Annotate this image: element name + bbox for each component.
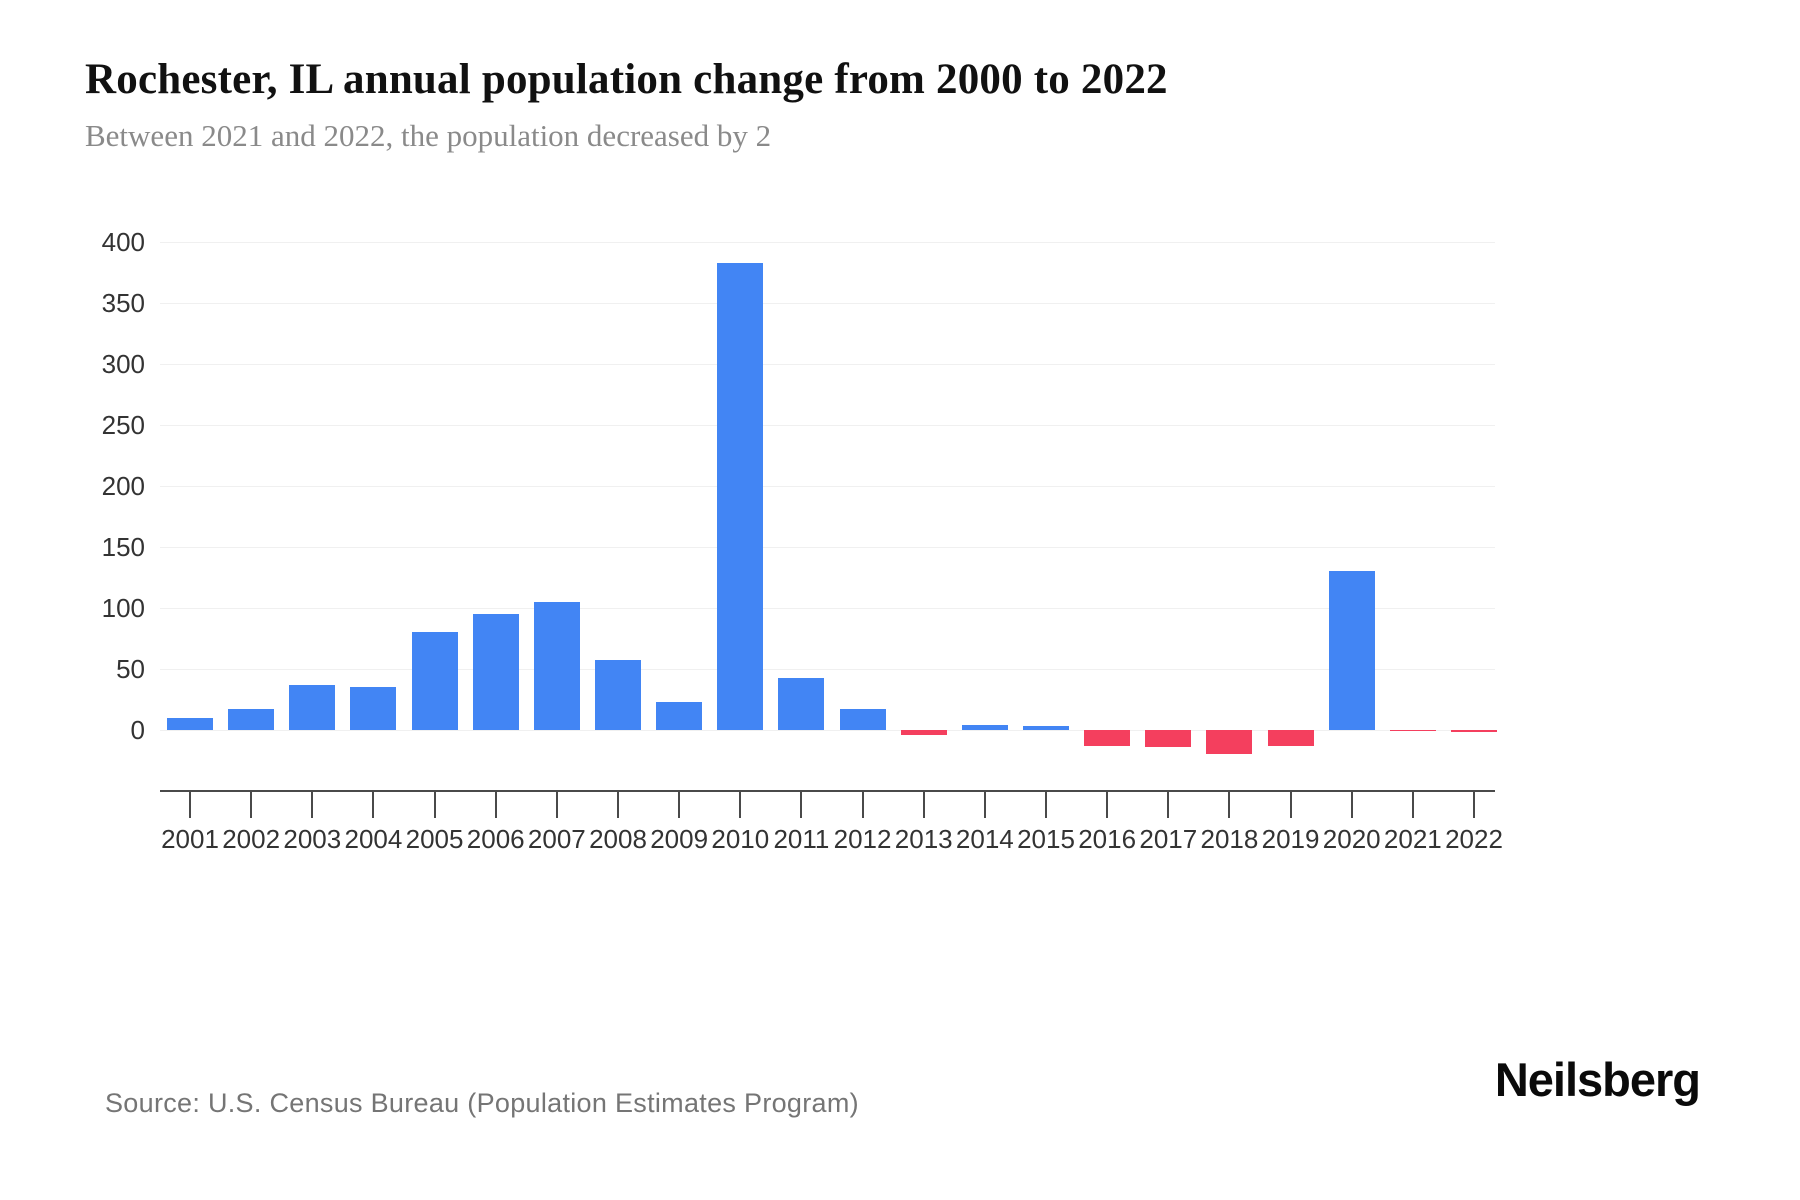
gridline-0 — [160, 730, 1495, 731]
bar-chart-plot-area: 0 50 100 150 200 250 300 350 400 2001 2002 2003 2004… — [101, 227, 1503, 854]
bar-2005[interactable] — [411, 632, 458, 730]
x-tick-2020 — [1350, 792, 1353, 818]
bar-2008[interactable] — [595, 660, 641, 730]
x-tick-2018 — [1228, 792, 1231, 818]
gridline-150 — [160, 547, 1495, 548]
x-tick-2014 — [983, 792, 986, 818]
x-axis-label-2007: 2007 — [527, 824, 586, 854]
gridline-250 — [160, 425, 1495, 426]
x-axis-label-2008: 2008 — [589, 824, 647, 854]
x-tick-2021 — [1411, 792, 1414, 818]
x-tick-2013 — [922, 792, 925, 818]
x-axis-label-2018: 2018 — [1200, 824, 1259, 854]
bar-2021[interactable] — [1389, 730, 1436, 732]
source-caption: Source: U.S. Census Bureau (Population E… — [105, 1088, 859, 1118]
x-tick-2017 — [1167, 792, 1170, 818]
x-axis-label-2022: 2022 — [1445, 824, 1503, 854]
x-axis-label-2019: 2019 — [1261, 824, 1320, 854]
bar-2014[interactable] — [961, 725, 1008, 730]
x-axis-label-2014: 2014 — [955, 824, 1014, 854]
x-tick-2007 — [555, 792, 558, 818]
gridline-350 — [160, 303, 1495, 304]
chart-title: Rochester, IL annual population change f… — [85, 56, 1168, 103]
bar-2018[interactable] — [1206, 730, 1253, 755]
x-axis-label-2021: 2021 — [1383, 824, 1442, 854]
x-axis-label-2020: 2020 — [1322, 824, 1381, 854]
bar-2009[interactable] — [656, 701, 703, 730]
bar-2001[interactable] — [167, 717, 213, 730]
x-axis-label-2012: 2012 — [833, 824, 892, 854]
y-axis-label-50: 50 — [116, 654, 145, 684]
gridline-200 — [160, 486, 1495, 487]
bar-2006[interactable] — [472, 614, 519, 730]
y-axis-label-0: 0 — [130, 715, 145, 745]
bar-2013[interactable] — [900, 730, 947, 735]
x-axis-label-2016: 2016 — [1078, 824, 1137, 854]
neilsberg-logo: Neilsberg — [1494, 1053, 1701, 1106]
x-axis-label-2010: 2010 — [711, 824, 770, 854]
x-tick-2016 — [1106, 792, 1109, 818]
y-axis-label-250: 250 — [101, 410, 145, 440]
x-tick-2012 — [861, 792, 864, 818]
x-axis-label-2006: 2006 — [466, 824, 525, 854]
x-tick-2006 — [494, 792, 497, 818]
gridline-50 — [160, 669, 1495, 670]
y-axis-label-400: 400 — [101, 227, 145, 257]
bar-2015[interactable] — [1023, 726, 1069, 730]
bar-2002[interactable] — [228, 709, 275, 730]
x-tick-2009 — [678, 792, 681, 818]
x-axis-label-2002: 2002 — [222, 824, 281, 854]
x-tick-2003 — [311, 792, 314, 818]
y-axis-label-300: 300 — [101, 349, 145, 379]
x-tick-2004 — [372, 792, 375, 818]
gridline-100 — [160, 608, 1495, 609]
x-axis-label-2004: 2004 — [344, 824, 403, 854]
x-tick-2010 — [739, 792, 742, 818]
y-axis-label-150: 150 — [101, 532, 145, 562]
x-tick-2001 — [189, 792, 191, 818]
x-axis-label-2001: 2001 — [161, 824, 219, 854]
chart-subtitle: Between 2021 and 2022, the population de… — [85, 118, 772, 153]
gridline-400 — [160, 242, 1495, 243]
y-axis-label-100: 100 — [101, 593, 145, 623]
bar-2019[interactable] — [1267, 730, 1314, 746]
x-axis-label-2013: 2013 — [894, 824, 953, 854]
x-tick-2022 — [1473, 792, 1475, 818]
bar-2003[interactable] — [289, 684, 336, 730]
x-tick-2005 — [433, 792, 436, 818]
x-axis-label-2017: 2017 — [1139, 824, 1198, 854]
bar-2010[interactable] — [717, 262, 764, 730]
bar-2004[interactable] — [350, 687, 397, 730]
bar-2020[interactable] — [1328, 571, 1375, 730]
x-tick-2011 — [800, 792, 803, 818]
x-tick-2019 — [1289, 792, 1292, 818]
bar-2016[interactable] — [1084, 730, 1131, 746]
bar-2007[interactable] — [533, 601, 580, 730]
x-tick-2015 — [1045, 792, 1047, 818]
x-axis-label-2003: 2003 — [283, 824, 342, 854]
y-axis-label-200: 200 — [101, 471, 145, 501]
bar-2017[interactable] — [1145, 730, 1192, 748]
x-axis-label-2015: 2015 — [1017, 824, 1075, 854]
x-tick-2002 — [250, 792, 253, 818]
gridline-300 — [160, 364, 1495, 365]
bar-2011[interactable] — [778, 677, 825, 730]
x-axis-label-2009: 2009 — [650, 824, 709, 854]
bar-2022[interactable] — [1451, 730, 1497, 733]
x-axis-label-2011: 2011 — [773, 824, 830, 854]
x-axis-label-2005: 2005 — [405, 824, 464, 854]
y-axis-label-350: 350 — [101, 288, 145, 318]
bar-2012[interactable] — [839, 709, 886, 730]
x-tick-2008 — [617, 792, 619, 818]
x-axis-line — [160, 790, 1495, 792]
